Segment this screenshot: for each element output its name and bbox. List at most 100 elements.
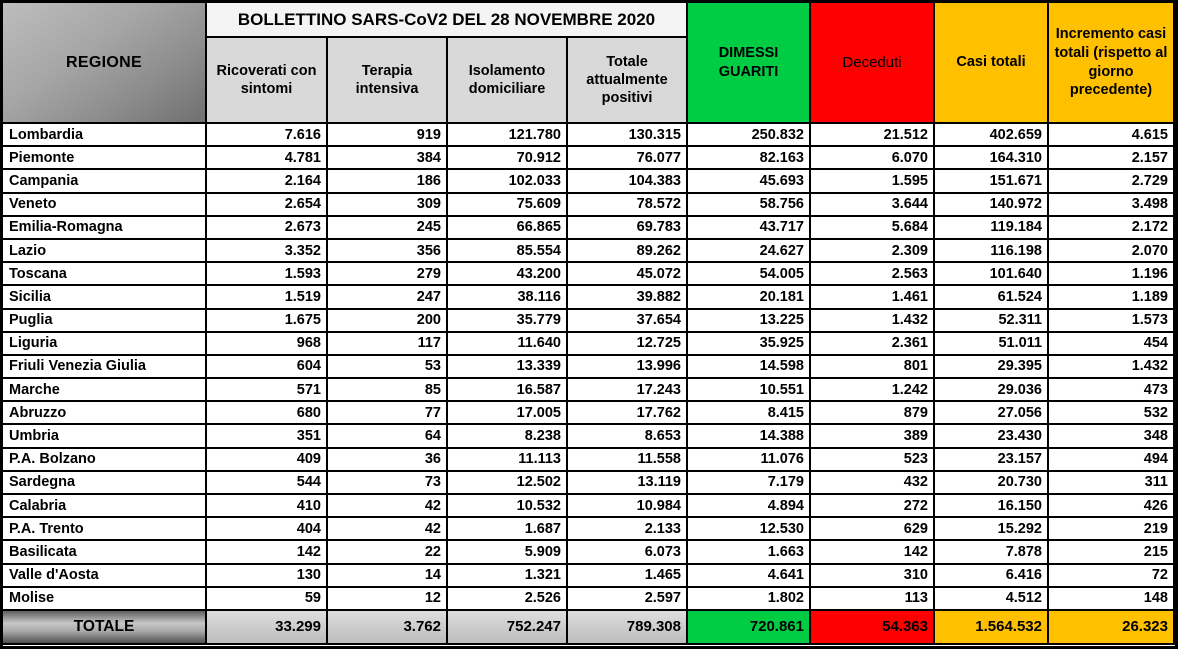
value-cell: 4.512 [935,587,1049,611]
value-cell: 102.033 [448,170,568,194]
value-cell: 35.925 [688,332,811,356]
value-cell: 3.352 [207,239,328,264]
value-cell: 3.498 [1049,193,1175,217]
region-cell: Sicilia [3,286,207,310]
value-cell: 215 [1049,541,1175,565]
value-cell: 7.616 [207,124,328,148]
value-cell: 494 [1049,448,1175,472]
value-cell: 45.072 [568,263,688,287]
value-cell: 272 [811,495,935,519]
value-cell: 78.572 [568,193,688,217]
value-cell: 1.675 [207,309,328,333]
value-cell: 426 [1049,495,1175,519]
value-cell: 10.532 [448,495,568,519]
value-cell: 801 [811,355,935,380]
value-cell: 130.315 [568,124,688,148]
column-header-terapia-label: Terapia intensiva [355,62,419,97]
value-cell: 11.113 [448,448,568,472]
value-cell: 45.693 [688,170,811,194]
value-cell: 13.119 [568,471,688,495]
value-cell: 1.802 [688,587,811,611]
value-cell: 7.179 [688,471,811,495]
totals-label-cell: TOTALE [3,610,207,645]
value-cell: 17.005 [448,402,568,426]
value-cell: 2.157 [1049,147,1175,171]
value-cell: 1.465 [568,564,688,588]
column-header-totale-positivi-label: Totale attualmente positivi [586,53,668,107]
value-cell: 5.909 [448,541,568,565]
value-cell: 629 [811,518,935,542]
value-cell: 58.756 [688,193,811,217]
totals-value-cell: 789.308 [568,610,688,645]
value-cell: 4.615 [1049,124,1175,148]
value-cell: 8.415 [688,402,811,426]
value-cell: 2.729 [1049,170,1175,194]
value-cell: 35.779 [448,309,568,333]
value-cell: 968 [207,332,328,356]
region-cell: Calabria [3,495,207,519]
value-cell: 384 [328,147,448,171]
value-cell: 7.878 [935,541,1049,565]
region-cell: Friuli Venezia Giulia [3,355,207,380]
value-cell: 4.894 [688,495,811,519]
value-cell: 12.530 [688,518,811,542]
value-cell: 356 [328,239,448,264]
region-cell: Lazio [3,239,207,264]
value-cell: 117 [328,332,448,356]
value-cell: 23.430 [935,425,1049,449]
value-cell: 1.242 [811,379,935,403]
value-cell: 42 [328,518,448,542]
region-cell: Valle d'Aosta [3,564,207,588]
value-cell: 20.730 [935,471,1049,495]
value-cell: 76.077 [568,147,688,171]
value-cell: 523 [811,448,935,472]
value-cell: 1.461 [811,286,935,310]
totals-value-cell: 720.861 [688,610,811,645]
value-cell: 2.172 [1049,216,1175,240]
column-header-regione-label: REGIONE [66,53,142,71]
region-cell: Abruzzo [3,402,207,426]
column-header-regione: REGIONE [3,3,207,124]
region-cell: Umbria [3,425,207,449]
value-cell: 53 [328,355,448,380]
value-cell: 69.783 [568,216,688,240]
value-cell: 6.416 [935,564,1049,588]
value-cell: 11.640 [448,332,568,356]
value-cell: 919 [328,124,448,148]
value-cell: 1.321 [448,564,568,588]
value-cell: 13.996 [568,355,688,380]
column-header-isolamento-label: Isolamento domiciliare [468,62,546,97]
value-cell: 72 [1049,564,1175,588]
value-cell: 6.073 [568,541,688,565]
value-cell: 119.184 [935,216,1049,240]
column-header-casi-totali: Casi totali [935,3,1049,124]
value-cell: 77 [328,402,448,426]
value-cell: 1.196 [1049,263,1175,287]
value-cell: 10.551 [688,379,811,403]
value-cell: 432 [811,471,935,495]
value-cell: 1.189 [1049,286,1175,310]
value-cell: 101.640 [935,263,1049,287]
value-cell: 11.076 [688,448,811,472]
value-cell: 64 [328,425,448,449]
value-cell: 17.762 [568,402,688,426]
value-cell: 24.627 [688,239,811,264]
value-cell: 389 [811,425,935,449]
region-cell: Veneto [3,193,207,217]
value-cell: 2.133 [568,518,688,542]
value-cell: 247 [328,286,448,310]
value-cell: 410 [207,495,328,519]
totals-value-cell: 54.363 [811,610,935,645]
value-cell: 29.395 [935,355,1049,380]
value-cell: 404 [207,518,328,542]
value-cell: 2.361 [811,332,935,356]
totals-value-cell: 752.247 [448,610,568,645]
column-header-casi-totali-label: Casi totali [956,54,1026,71]
value-cell: 1.573 [1049,309,1175,333]
value-cell: 4.641 [688,564,811,588]
table-title-text: BOLLETTINO SARS-CoV2 DEL 28 NOVEMBRE 202… [237,9,656,29]
value-cell: 14 [328,564,448,588]
totals-value-cell: 33.299 [207,610,328,645]
value-cell: 544 [207,471,328,495]
value-cell: 1.687 [448,518,568,542]
